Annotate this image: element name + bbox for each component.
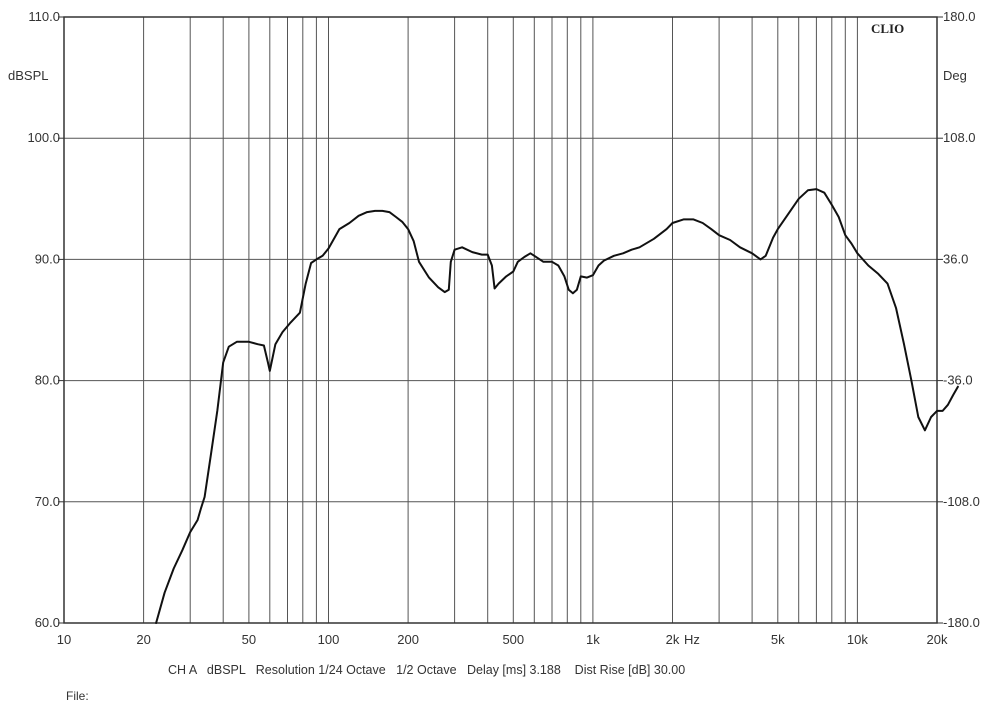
x-tick-label: 20: [136, 632, 150, 647]
x-tick-label: 500: [502, 632, 524, 647]
x-tick-label: 100: [318, 632, 340, 647]
right-axis-ticks: 180.0 108.0 36.0 -36.0 -108.0 -180.0: [937, 9, 980, 630]
y-tick-label: 60.0: [35, 615, 60, 630]
plot-frame: [63, 16, 938, 624]
y-tick-label: 90.0: [35, 251, 60, 266]
x-tick-label: 2k: [666, 632, 680, 647]
spl-response-curve: [155, 188, 959, 624]
y-right-tick-label: 108.0: [943, 130, 976, 145]
left-axis-ticks: 110.0 100.0 90.0 80.0 70.0 60.0: [27, 9, 64, 630]
x-tick-label: 5k: [771, 632, 785, 647]
x-tick-label: 50: [242, 632, 256, 647]
file-label: File:: [66, 689, 89, 703]
x-unit-label: Hz: [684, 632, 700, 647]
x-tick-label: 200: [397, 632, 419, 647]
y-right-tick-label: -108.0: [943, 494, 980, 509]
y-unit-right: Deg: [943, 68, 967, 83]
measurement-info-line: CH A dBSPL Resolution 1/24 Octave 1/2 Oc…: [168, 663, 686, 677]
y-tick-label: 100.0: [27, 130, 60, 145]
x-tick-label: 1k: [586, 632, 600, 647]
y-tick-label: 80.0: [35, 373, 60, 388]
plot-background: [64, 17, 937, 623]
x-axis-ticks: 10 20 50 100 200 500 1k 2k 5k 10k 20k: [57, 632, 948, 647]
y-tick-label: 110.0: [28, 9, 60, 24]
y-tick-label: 70.0: [35, 494, 60, 509]
x-tick-label: 20k: [927, 632, 948, 647]
y-unit-left: dBSPL: [8, 68, 48, 83]
x-tick-label: 10k: [847, 632, 868, 647]
y-right-tick-label: 180.0: [943, 9, 976, 24]
vertical-grid: [143, 17, 858, 623]
y-right-tick-label: 36.0: [943, 251, 968, 266]
x-tick-label: 10: [57, 632, 71, 647]
clio-brand-label: CLIO: [871, 21, 904, 36]
y-right-tick-label: -36.0: [943, 373, 973, 388]
y-right-tick-label: -180.0: [943, 615, 980, 630]
